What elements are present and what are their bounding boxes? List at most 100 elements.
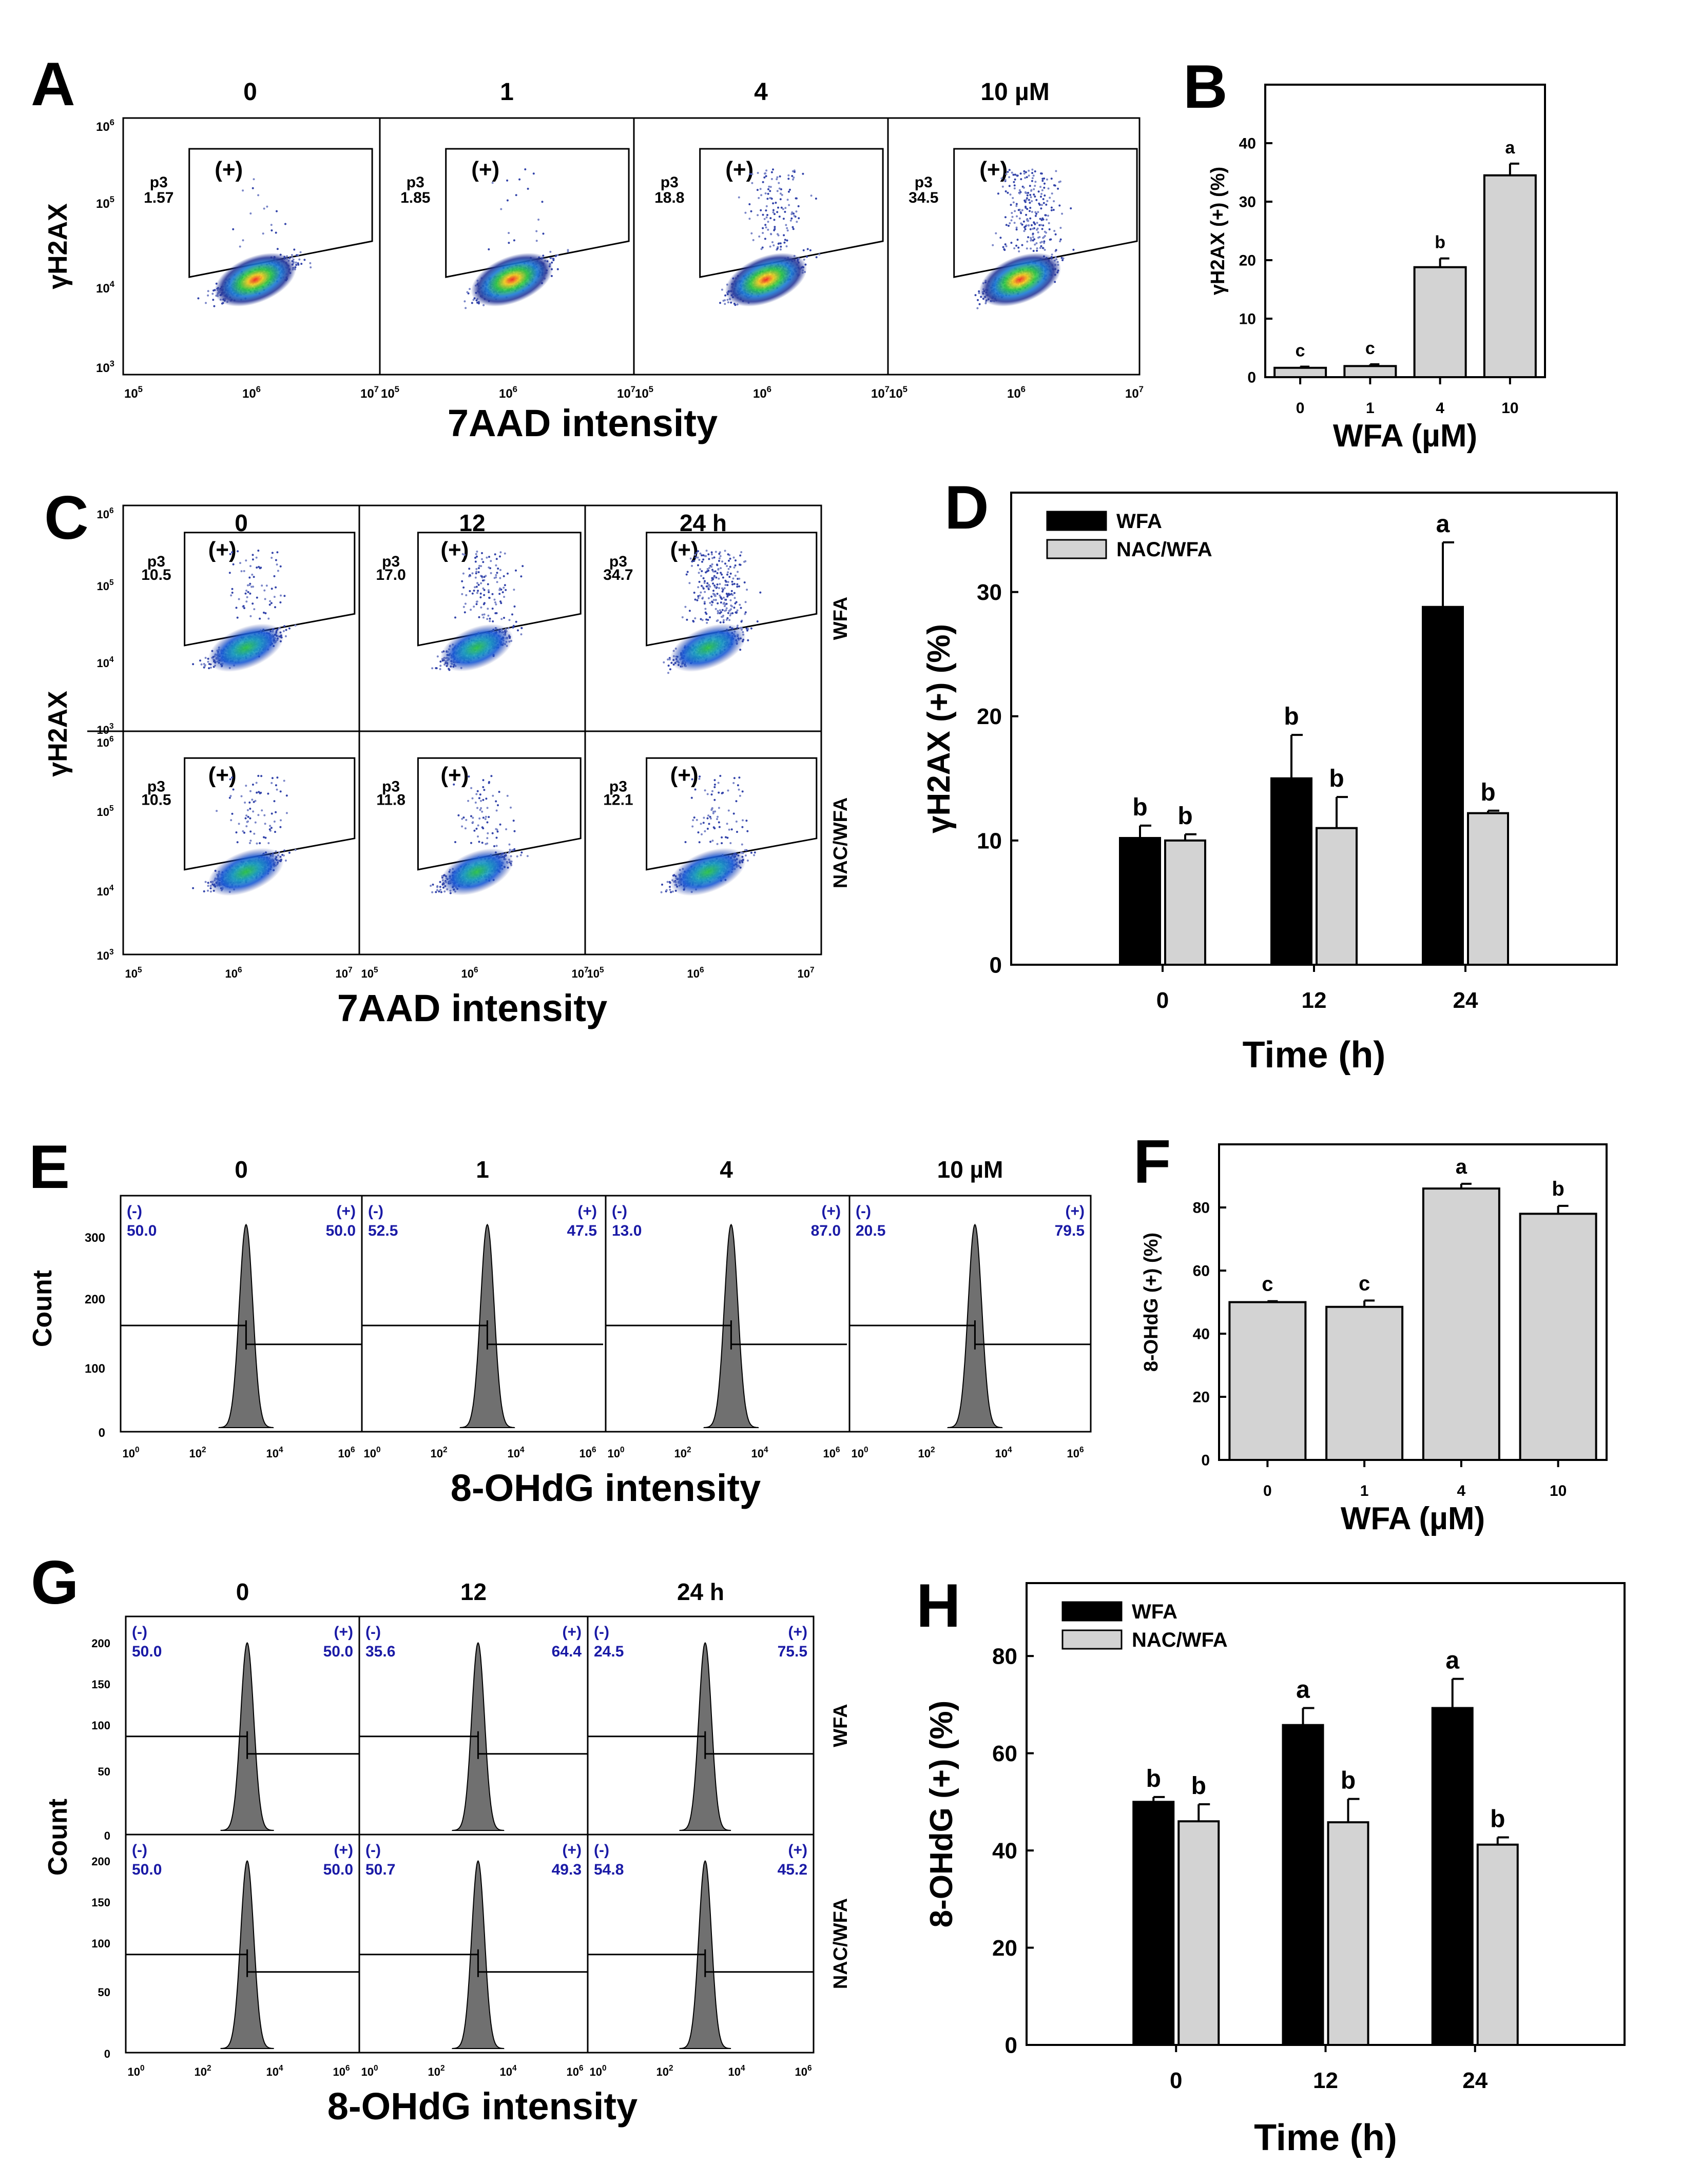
event-dot [1051,254,1053,256]
event-dot [720,601,722,604]
event-dot [238,598,240,600]
event-dot [798,217,800,220]
event-dot [471,572,474,575]
event-dot [487,583,489,586]
event-dot [732,577,735,580]
event-dot [1029,185,1031,187]
event-dot [1010,204,1012,206]
event-dot [1050,206,1053,209]
event-dot [703,602,706,605]
event-dot [730,604,732,607]
event-dot [729,614,731,617]
gate-polygon [188,148,373,278]
event-dot [1015,205,1018,207]
event-dot [1004,179,1007,181]
event-dot [794,171,796,173]
event-dot [1055,170,1057,172]
x-tick-label: 107 [617,384,635,401]
event-dot [1040,224,1042,226]
event-dot [556,268,559,270]
flow-frame-a [122,117,1141,376]
event-dot [1015,226,1018,229]
event-dot [244,592,247,595]
event-dot [768,185,770,188]
event-dot [720,572,722,574]
event-dot [283,595,286,597]
event-dot [719,621,722,623]
event-dot [1031,224,1033,226]
event-dot [567,249,569,251]
gate-name-label: p3 [150,174,168,191]
event-dot [723,605,726,608]
gate-percent-label: 34.7 [603,567,633,583]
event-dot [1029,202,1031,204]
event-dot [758,197,760,199]
event-dot [793,215,796,217]
event-dot [1034,196,1036,198]
flow-plot-a-0: (+)p31.57 [144,148,373,307]
event-dot [474,557,476,559]
event-dot [1041,247,1044,249]
event-dot [228,572,231,574]
event-dot [698,580,701,583]
event-dot [692,620,694,622]
y-tick-label: 104 [96,279,115,296]
event-dot [698,572,700,574]
event-dot [1040,207,1042,210]
event-dot [229,553,231,555]
event-dot [207,290,209,292]
event-dot [765,175,767,178]
event-dot [253,178,255,181]
event-dot [734,602,737,604]
event-dot [787,178,790,180]
event-dot [462,606,465,608]
event-dot [686,571,689,573]
event-dot [703,581,706,584]
event-dot [1016,239,1019,241]
event-dot [714,608,717,610]
event-dot [724,303,726,305]
event-dot [462,572,465,575]
event-dot [1029,193,1032,196]
event-dot [471,302,473,304]
event-dot [786,239,788,242]
event-dot [1053,200,1055,203]
event-dot [778,216,781,218]
event-dot [691,564,693,567]
panel-letter-b: B [1183,52,1228,121]
density-core [440,624,513,672]
event-dot [792,178,794,181]
event-dot [1023,199,1026,202]
event-dot [1030,189,1033,191]
event-dot [1058,181,1060,183]
event-dot [815,198,817,200]
event-dot [736,609,739,612]
event-dot [212,299,215,301]
event-dot [270,602,273,604]
event-dot [293,248,296,251]
event-dot [494,553,496,556]
event-dot [479,592,482,595]
event-dot [669,668,671,671]
event-dot [772,244,775,247]
event-dot [750,210,752,212]
event-dot [718,553,721,555]
event-dot [247,591,249,593]
event-dot [756,620,759,622]
event-dot [1016,174,1018,177]
event-dot [1031,200,1033,202]
event-dot [770,198,773,200]
event-dot [245,590,248,592]
event-dot [535,240,538,242]
density-core [214,252,297,307]
event-dot [704,580,706,582]
event-dot [1012,197,1014,199]
event-dot [299,251,302,254]
event-dot [1025,171,1027,173]
event-dot [705,618,708,621]
gate-percent-label: 1.85 [400,189,430,206]
event-dot [1013,247,1016,249]
event-dot [1044,214,1047,217]
